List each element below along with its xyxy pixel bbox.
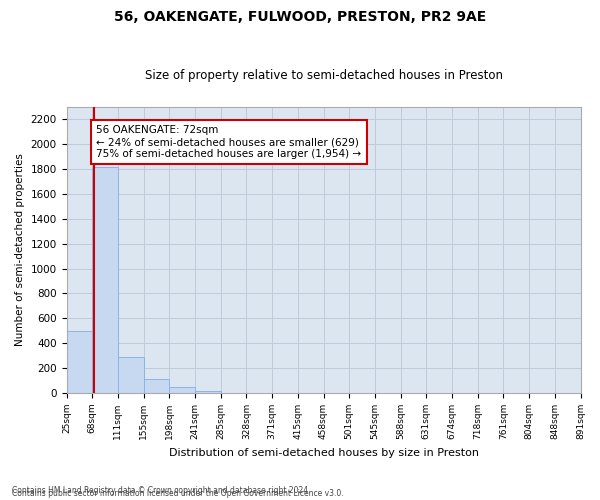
Bar <box>195 390 221 393</box>
Bar <box>92 166 118 393</box>
Bar <box>169 387 195 393</box>
Text: 56 OAKENGATE: 72sqm
← 24% of semi-detached houses are smaller (629)
75% of semi-: 56 OAKENGATE: 72sqm ← 24% of semi-detach… <box>96 126 361 158</box>
X-axis label: Distribution of semi-detached houses by size in Preston: Distribution of semi-detached houses by … <box>169 448 479 458</box>
Text: Contains public sector information licensed under the Open Government Licence v3: Contains public sector information licen… <box>12 488 344 498</box>
Title: Size of property relative to semi-detached houses in Preston: Size of property relative to semi-detach… <box>145 69 503 82</box>
Bar <box>118 357 143 393</box>
Text: Contains HM Land Registry data © Crown copyright and database right 2024.: Contains HM Land Registry data © Crown c… <box>12 486 311 495</box>
Bar <box>143 380 169 393</box>
Bar <box>67 331 92 393</box>
Y-axis label: Number of semi-detached properties: Number of semi-detached properties <box>15 154 25 346</box>
Text: 56, OAKENGATE, FULWOOD, PRESTON, PR2 9AE: 56, OAKENGATE, FULWOOD, PRESTON, PR2 9AE <box>114 10 486 24</box>
